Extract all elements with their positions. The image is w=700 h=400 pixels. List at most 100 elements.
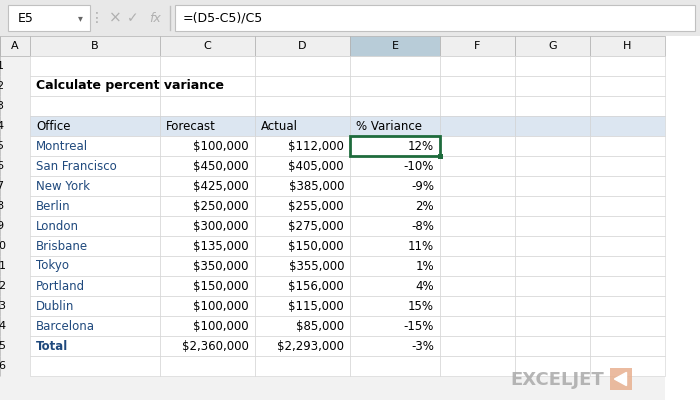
Bar	[515, 356, 590, 376]
Text: $350,000: $350,000	[193, 260, 249, 272]
Text: Dublin: Dublin	[36, 300, 74, 312]
Bar	[440, 176, 515, 196]
Text: 13: 13	[0, 301, 7, 311]
Bar	[30, 176, 160, 196]
Bar	[160, 96, 255, 116]
Bar	[515, 276, 590, 296]
Bar	[590, 336, 665, 356]
Bar	[160, 56, 255, 76]
Text: $355,000: $355,000	[288, 260, 344, 272]
Bar	[255, 36, 350, 56]
Bar	[255, 296, 350, 316]
Bar	[30, 296, 160, 316]
Bar	[350, 256, 440, 276]
Bar	[255, 76, 350, 96]
Bar	[255, 236, 350, 256]
Text: Berlin: Berlin	[36, 200, 71, 212]
Bar	[440, 296, 515, 316]
Bar	[160, 316, 255, 336]
Text: =(D5-C5)/C5: =(D5-C5)/C5	[183, 12, 263, 24]
Text: $405,000: $405,000	[288, 160, 344, 172]
Bar	[590, 256, 665, 276]
Text: 15: 15	[0, 341, 7, 351]
Bar	[440, 256, 515, 276]
Text: ▾: ▾	[78, 13, 83, 23]
Text: Forecast: Forecast	[166, 120, 216, 132]
Bar	[515, 36, 590, 56]
Text: G: G	[548, 41, 556, 51]
Text: E5: E5	[18, 12, 34, 24]
Text: 4: 4	[0, 121, 4, 131]
Text: Tokyo: Tokyo	[36, 260, 69, 272]
Bar	[255, 196, 350, 216]
Bar	[160, 216, 255, 236]
Text: $250,000: $250,000	[193, 200, 249, 212]
Bar	[0, 36, 30, 56]
Text: $156,000: $156,000	[288, 280, 344, 292]
Text: $100,000: $100,000	[193, 300, 249, 312]
Text: A: A	[11, 41, 19, 51]
Text: San Francisco: San Francisco	[36, 160, 117, 172]
Bar	[30, 36, 160, 56]
Text: $100,000: $100,000	[193, 320, 249, 332]
Text: 10: 10	[0, 241, 7, 251]
Text: $255,000: $255,000	[288, 200, 344, 212]
Bar	[30, 56, 160, 76]
Bar	[350, 336, 440, 356]
Bar	[350, 236, 440, 256]
Bar	[350, 56, 440, 76]
Text: $115,000: $115,000	[288, 300, 344, 312]
Bar	[255, 356, 350, 376]
Bar	[350, 296, 440, 316]
Bar	[350, 356, 440, 376]
Text: $450,000: $450,000	[193, 160, 249, 172]
Text: -3%: -3%	[411, 340, 434, 352]
Bar	[350, 116, 440, 136]
Text: 12: 12	[0, 281, 7, 291]
Bar	[610, 368, 632, 390]
Bar	[255, 116, 350, 136]
Text: E: E	[391, 41, 398, 51]
Bar	[440, 276, 515, 296]
Bar	[255, 276, 350, 296]
Bar	[515, 316, 590, 336]
Bar	[665, 36, 700, 400]
Text: -15%: -15%	[404, 320, 434, 332]
Text: 4%: 4%	[415, 280, 434, 292]
Text: Calculate percent variance: Calculate percent variance	[36, 80, 224, 92]
Text: $300,000: $300,000	[193, 220, 249, 232]
Text: $150,000: $150,000	[288, 240, 344, 252]
Bar	[160, 116, 255, 136]
Bar	[440, 316, 515, 336]
Bar	[515, 196, 590, 216]
Bar	[8, 5, 90, 31]
Bar	[440, 96, 515, 116]
Bar	[175, 5, 695, 31]
Bar	[160, 36, 255, 56]
Text: ×: ×	[108, 10, 121, 26]
Bar	[160, 356, 255, 376]
Text: 9: 9	[0, 221, 4, 231]
Bar	[350, 276, 440, 296]
Bar	[515, 56, 590, 76]
Bar	[160, 156, 255, 176]
Text: 11%: 11%	[408, 240, 434, 252]
Bar	[515, 296, 590, 316]
Bar	[590, 96, 665, 116]
Text: $2,293,000: $2,293,000	[277, 340, 344, 352]
Text: $112,000: $112,000	[288, 140, 344, 152]
Bar	[30, 116, 160, 136]
Text: D: D	[298, 41, 307, 51]
Text: $385,000: $385,000	[288, 180, 344, 192]
Text: Brisbane: Brisbane	[36, 240, 88, 252]
Bar	[160, 256, 255, 276]
Bar	[590, 116, 665, 136]
Text: -9%: -9%	[411, 180, 434, 192]
Bar	[30, 96, 160, 116]
Text: 7: 7	[0, 181, 4, 191]
Bar	[590, 216, 665, 236]
Bar	[590, 316, 665, 336]
Text: $2,360,000: $2,360,000	[182, 340, 249, 352]
Bar	[350, 156, 440, 176]
Bar	[590, 196, 665, 216]
